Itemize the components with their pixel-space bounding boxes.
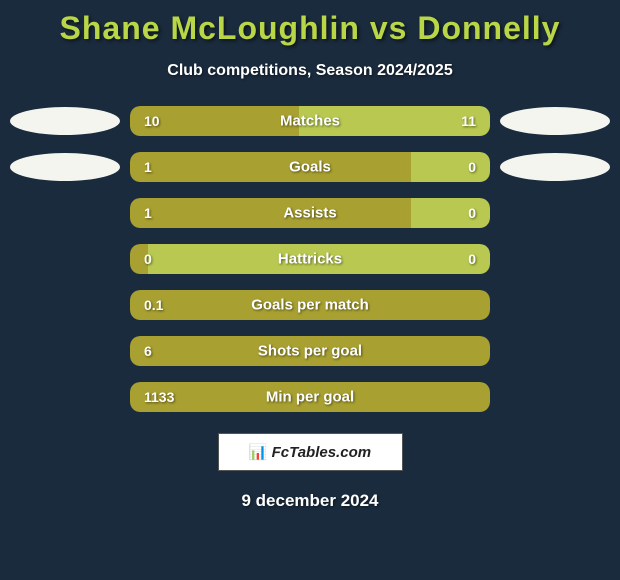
player-left-ellipse bbox=[10, 153, 120, 181]
stat-label: Goals per match bbox=[251, 297, 369, 314]
stat-bar: 0.1 Goals per match bbox=[130, 290, 490, 320]
branding-badge: 📊 FcTables.com bbox=[218, 433, 403, 471]
stat-bar: 0 Hattricks 0 bbox=[130, 244, 490, 274]
stat-bar: 6 Shots per goal bbox=[130, 336, 490, 366]
stat-bar: 1 Goals 0 bbox=[130, 152, 490, 182]
player-left-ellipse bbox=[10, 107, 120, 135]
bar-segment-left bbox=[130, 152, 411, 182]
stat-row: 1133 Min per goal bbox=[10, 381, 610, 413]
player-right-ellipse bbox=[500, 153, 610, 181]
page-title: Shane McLoughlin vs Donnelly bbox=[0, 0, 620, 47]
stat-label: Min per goal bbox=[266, 389, 354, 406]
stat-value-left: 0 bbox=[144, 251, 152, 267]
stat-row: 1 Assists 0 bbox=[10, 197, 610, 229]
stat-row: 6 Shots per goal bbox=[10, 335, 610, 367]
stat-label: Assists bbox=[283, 205, 336, 222]
stat-bar: 1 Assists 0 bbox=[130, 198, 490, 228]
bar-segment-right bbox=[411, 152, 490, 182]
stat-label: Shots per goal bbox=[258, 343, 362, 360]
stat-value-left: 1 bbox=[144, 205, 152, 221]
player-right-ellipse bbox=[500, 107, 610, 135]
stat-value-left: 1 bbox=[144, 159, 152, 175]
subtitle: Club competitions, Season 2024/2025 bbox=[0, 62, 620, 80]
stat-value-right: 0 bbox=[468, 251, 476, 267]
stat-bar: 1133 Min per goal bbox=[130, 382, 490, 412]
stat-value-right: 0 bbox=[468, 205, 476, 221]
stat-value-left: 10 bbox=[144, 113, 160, 129]
date-text: 9 december 2024 bbox=[0, 491, 620, 511]
bar-segment-right bbox=[411, 198, 490, 228]
stat-value-right: 0 bbox=[468, 159, 476, 175]
stats-container: 10Matches111Goals01Assists00Hattricks00.… bbox=[0, 105, 620, 413]
stat-value-right: 11 bbox=[461, 113, 476, 129]
branding-text: FcTables.com bbox=[272, 444, 371, 461]
chart-icon: 📊 bbox=[249, 443, 268, 461]
bar-segment-left bbox=[130, 198, 411, 228]
stat-row: 0.1 Goals per match bbox=[10, 289, 610, 321]
stat-value-left: 6 bbox=[144, 343, 152, 359]
stat-row: 1 Goals 0 bbox=[10, 151, 610, 183]
stat-label: Matches bbox=[280, 113, 340, 130]
stat-row: 0 Hattricks 0 bbox=[10, 243, 610, 275]
stat-row: 10 Matches 11 bbox=[10, 105, 610, 137]
stat-bar: 10 Matches 11 bbox=[130, 106, 490, 136]
stat-label: Hattricks bbox=[278, 251, 342, 268]
stat-value-left: 1133 bbox=[144, 389, 174, 405]
stat-value-left: 0.1 bbox=[144, 297, 163, 313]
stat-label: Goals bbox=[289, 159, 331, 176]
